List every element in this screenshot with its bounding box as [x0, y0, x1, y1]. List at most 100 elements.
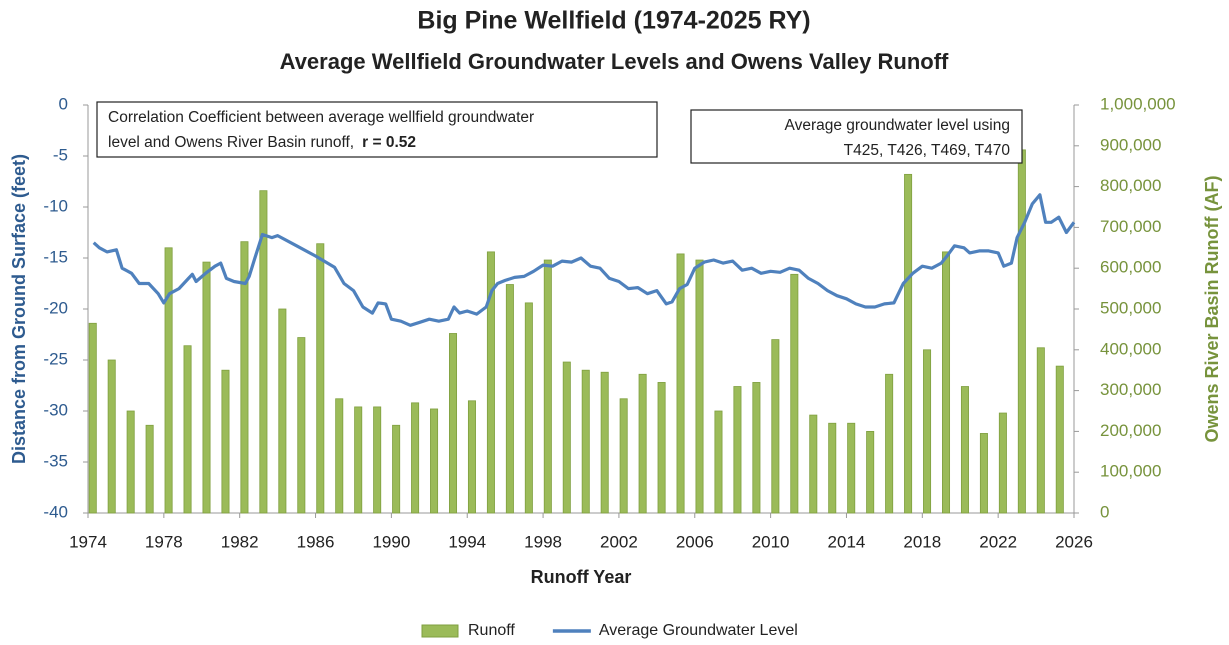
x-tick-label: 2006 — [676, 532, 714, 551]
bar — [979, 433, 988, 514]
bar — [335, 398, 344, 514]
annotation-frame — [690, 109, 1023, 164]
x-tick-label: 1994 — [448, 532, 486, 551]
annotation-box: Correlation Coefficient between average … — [96, 101, 658, 158]
y2-tick-label: 600,000 — [1100, 258, 1161, 277]
legend: Runoff Average Groundwater Level — [421, 622, 798, 639]
bar — [752, 382, 761, 514]
y2-tick-label: 100,000 — [1100, 462, 1161, 481]
annotation-emphasis: r = 0.52 — [362, 134, 416, 151]
bar — [107, 359, 116, 514]
x-tick-label: 1978 — [145, 532, 183, 551]
annotation-text: Correlation Coefficient between average … — [108, 109, 534, 126]
y-tick-label: -10 — [43, 196, 68, 215]
x-tick-label: 2014 — [828, 532, 866, 551]
y2-tick-label: 1,000,000 — [1100, 94, 1176, 113]
y2-tick-label: 900,000 — [1100, 135, 1161, 154]
bar — [619, 398, 628, 514]
bar — [88, 322, 97, 514]
chart-title: Big Pine Wellfield (1974-2025 RY) — [417, 7, 810, 35]
bar — [1036, 347, 1045, 514]
annotation-text: level and Owens River Basin runoff, — [108, 134, 354, 151]
bar — [183, 345, 192, 514]
bar — [847, 422, 856, 514]
x-axis-label: Runoff Year — [531, 567, 632, 587]
line — [92, 193, 1076, 327]
chart-subtitle: Average Wellfield Groundwater Levels and… — [280, 49, 949, 74]
legend-label: Average Groundwater Level — [599, 622, 798, 639]
bar — [790, 273, 799, 514]
bar — [695, 259, 704, 514]
x-tick-label: 1986 — [297, 532, 335, 551]
y-tick-label: -25 — [43, 349, 68, 368]
y2-axis-label: Owens River Basin Runoff (AF) — [1202, 175, 1222, 442]
bar — [942, 251, 951, 514]
bar — [1055, 365, 1064, 514]
bar — [657, 382, 666, 514]
bar — [1017, 149, 1026, 514]
y2-tick-label: 0 — [1100, 502, 1109, 521]
y-tick-label: -20 — [43, 298, 68, 317]
bar — [202, 261, 211, 514]
bar — [467, 400, 476, 514]
bar — [240, 241, 249, 514]
bar — [600, 371, 609, 514]
annotation-frame — [96, 101, 658, 158]
x-tick-label: 2026 — [1055, 532, 1093, 551]
bar — [904, 173, 913, 514]
bar — [505, 284, 514, 514]
x-tick-label: 1990 — [372, 532, 410, 551]
y2-tick-label: 400,000 — [1100, 339, 1161, 358]
bar — [126, 410, 135, 514]
y-tick-label: -30 — [43, 400, 68, 419]
x-tick-label: 1982 — [221, 532, 259, 551]
y-tick-label: -15 — [43, 247, 68, 266]
y2-tick-label: 200,000 — [1100, 421, 1161, 440]
legend-swatch — [421, 624, 459, 638]
bar — [638, 373, 647, 514]
annotation-text: T425, T426, T469, T470 — [844, 142, 1011, 159]
bar — [145, 424, 154, 514]
y-tick-label: -5 — [53, 145, 68, 164]
y-tick-label: -40 — [43, 502, 68, 521]
bar — [486, 251, 495, 514]
bar — [809, 414, 818, 514]
bar — [297, 337, 306, 514]
annotation-box: Average groundwater level using T425, T4… — [690, 109, 1023, 164]
bar — [373, 406, 382, 514]
y2-tick-label: 800,000 — [1100, 176, 1161, 195]
bar — [923, 349, 932, 514]
bar — [866, 430, 875, 514]
bar — [411, 402, 420, 514]
x-tick-label: 2010 — [752, 532, 790, 551]
bar — [828, 422, 837, 514]
bar — [278, 308, 287, 514]
bar — [562, 361, 571, 514]
x-tick-label: 2022 — [979, 532, 1017, 551]
bar — [164, 247, 173, 514]
bar — [771, 339, 780, 514]
bar — [885, 373, 894, 514]
bar — [524, 302, 533, 514]
y-tick-label: 0 — [59, 94, 68, 113]
bar — [430, 408, 439, 514]
bar — [316, 243, 325, 514]
annotation-text: level and Owens River Basin runoff, r = 0… — [108, 134, 416, 151]
y-tick-label: -35 — [43, 451, 68, 470]
bar — [354, 406, 363, 514]
annotation-text: Average groundwater level using — [785, 117, 1010, 134]
bar — [581, 369, 590, 514]
y2-tick-label: 300,000 — [1100, 380, 1161, 399]
bar — [998, 412, 1007, 514]
bar — [392, 424, 401, 514]
y2-tick-label: 700,000 — [1100, 217, 1161, 236]
bar — [259, 190, 268, 514]
legend-label: Runoff — [468, 622, 515, 639]
bar — [714, 410, 723, 514]
plot-area: 0 -5 -10 -15 -20 -25 -30 -35 -40 1,000,000 900,000… — [43, 94, 1175, 551]
y2-tick-label: 500,000 — [1100, 298, 1161, 317]
x-tick-label: 1998 — [524, 532, 562, 551]
bar — [543, 259, 552, 514]
x-tick-label: 2018 — [903, 532, 941, 551]
